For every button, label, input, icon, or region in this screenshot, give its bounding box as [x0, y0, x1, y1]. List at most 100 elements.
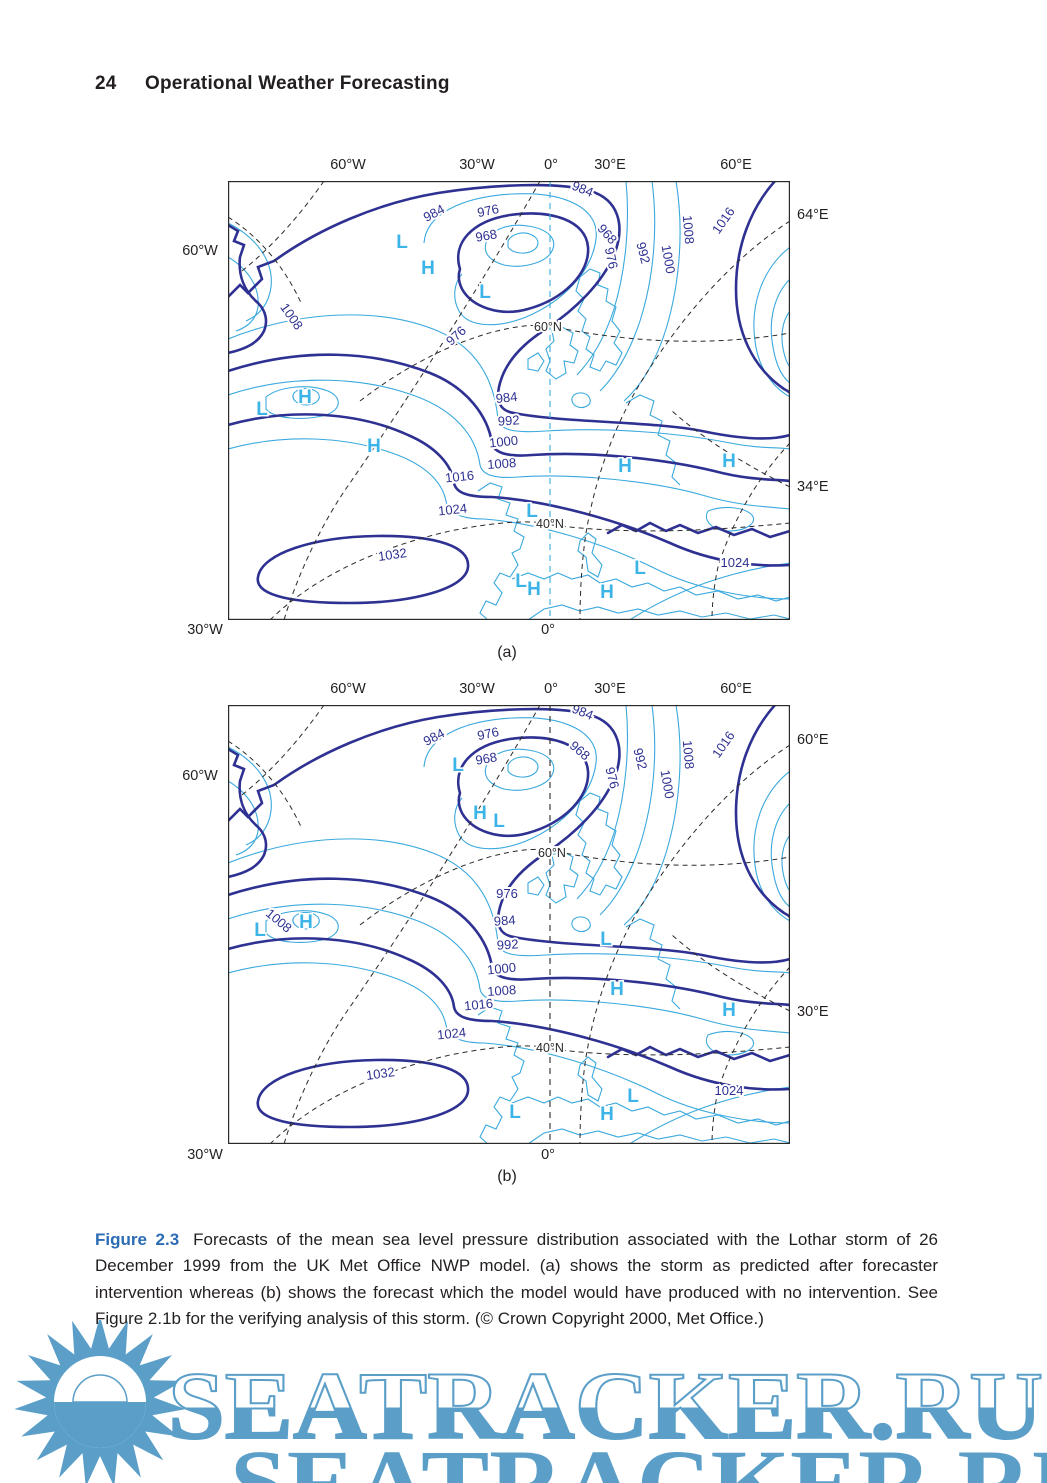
map-text-label: 1008: [680, 215, 697, 245]
watermark-text-partial-row: SEATRACKER.RU: [230, 1430, 1047, 1483]
pressure-center-label: L: [452, 755, 464, 776]
map-text-label: 976: [476, 201, 500, 220]
sun-dome: [72, 1374, 128, 1403]
axis-label: 34°E: [797, 479, 829, 495]
pressure-center-label: H: [298, 387, 312, 408]
sun-logo: [14, 1320, 186, 1483]
map-text-label: 60°N: [538, 846, 566, 860]
pressure-center-label: L: [526, 501, 538, 522]
axis-label: 30°W: [187, 622, 223, 638]
pressure-center-label: H: [600, 1104, 614, 1125]
axis-label: 30°E: [594, 681, 626, 697]
map-text-label: 992: [497, 412, 520, 428]
map-text-label: 1016: [709, 204, 738, 236]
map-text-label: 992: [496, 936, 519, 952]
panel-label-b: (b): [497, 1168, 517, 1185]
map-text-label: 1008: [263, 906, 295, 936]
map-text-label: 984: [570, 705, 596, 723]
map-text-label: 1000: [658, 769, 678, 800]
map-text-label: 984: [495, 389, 518, 406]
map-border: [228, 181, 790, 620]
map-text-label: 976: [496, 886, 518, 901]
map-text-label: 1000: [486, 960, 516, 978]
map-text-label: 992: [633, 240, 653, 265]
map-border: [228, 705, 790, 1144]
map-text-label: 984: [421, 725, 447, 748]
axis-label: 60°E: [720, 157, 752, 173]
map-text-label: 1008: [277, 300, 306, 332]
map-text-label: 1024: [715, 1083, 744, 1098]
pressure-center-label: L: [493, 811, 505, 832]
map-text-label: 1016: [709, 728, 738, 760]
map-text-label: 1024: [436, 1025, 466, 1043]
page-number: 24: [95, 73, 117, 94]
axis-label: 0°: [544, 157, 558, 173]
page-title: Operational Weather Forecasting: [145, 73, 450, 94]
map-text-label: 1016: [444, 468, 474, 486]
pressure-center-label: L: [256, 399, 268, 420]
watermark: SEATRACKER.RU SEATRACKER.RU: [14, 1320, 1047, 1483]
map-text-label: 984: [421, 201, 447, 224]
pressure-center-label: H: [367, 436, 381, 457]
map-text-label: 1016: [463, 996, 493, 1014]
map-text-label: 968: [595, 221, 621, 247]
map-text-label: 1032: [365, 1064, 396, 1083]
axis-label: 30°W: [459, 157, 495, 173]
axis-label: 30°W: [187, 1147, 223, 1163]
map-text-label: 976: [476, 724, 500, 743]
pressure-center-label: H: [299, 912, 313, 933]
map-text-label: 1000: [488, 433, 518, 451]
figure-caption-label: Figure 2.3: [95, 1230, 180, 1249]
map-text-label: 992: [630, 746, 650, 771]
axis-label: 60°W: [330, 681, 366, 697]
axis-label: 30°E: [797, 1004, 829, 1020]
map-text-label: 60°N: [534, 320, 562, 334]
pressure-center-label: H: [610, 979, 624, 1000]
graticule-labels: 60°N 40°N: [532, 318, 566, 533]
map-text-label: 1008: [487, 455, 517, 472]
pressure-center-label: H: [618, 456, 632, 477]
map-b: 984 976 968 984 968 976 992 1000 1008 1016 1008 976…: [228, 705, 790, 1144]
map-text-label: 1024: [437, 501, 467, 519]
pressure-center-label: L: [515, 571, 527, 592]
axis-label: 60°W: [330, 157, 366, 173]
map-text-label: 976: [602, 765, 622, 790]
map-text-label: 1008: [680, 740, 697, 770]
pressure-center-label: H: [421, 258, 435, 279]
axis-label: 30°E: [594, 157, 626, 173]
panel-label-a: (a): [497, 644, 517, 661]
pressure-center-label: H: [600, 582, 614, 603]
axis-label: 30°W: [459, 681, 495, 697]
map-text-label: 1024: [721, 555, 750, 570]
pressure-center-label: H: [722, 1000, 736, 1021]
pressure-center-label: L: [634, 558, 646, 579]
watermark-text: SEATRACKER.RU: [168, 1352, 1043, 1459]
axis-label: 60°E: [720, 681, 752, 697]
pressure-center-label: H: [722, 451, 736, 472]
map-text-label: 968: [474, 749, 498, 768]
running-head: 24 Operational Weather Forecasting: [95, 73, 450, 95]
pressure-center-label: L: [509, 1102, 521, 1123]
pressure-center-label: L: [254, 920, 266, 941]
axis-label: 0°: [544, 681, 558, 697]
axis-label: 60°W: [182, 768, 218, 784]
map-text-label: 1008: [487, 982, 517, 999]
map-text-label: 976: [602, 246, 621, 270]
axis-label: 0°: [541, 622, 555, 638]
sun-sea: [54, 1402, 146, 1448]
pressure-center-label: L: [600, 929, 612, 950]
pressure-center-label: H: [527, 579, 541, 600]
axis-label: 60°E: [797, 732, 829, 748]
axis-label: 64°E: [797, 207, 829, 223]
pressure-center-label: L: [479, 282, 491, 303]
map-text-label: 984: [493, 912, 516, 928]
map-text-label: 968: [474, 226, 498, 245]
pressure-center-label: L: [627, 1086, 639, 1107]
map-text-label: 40°N: [536, 517, 564, 531]
